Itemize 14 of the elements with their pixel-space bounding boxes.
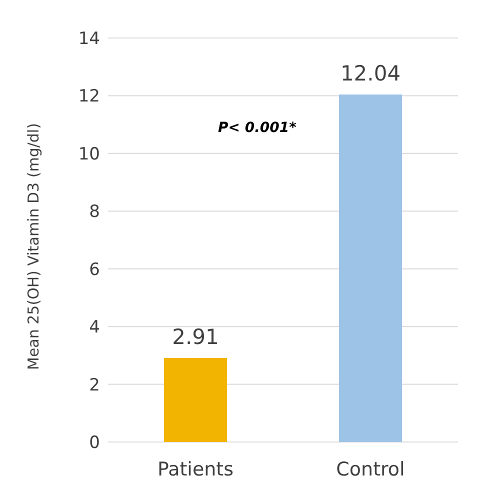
y-tick-label: 2 (89, 375, 100, 396)
annotation: P< 0.001* (218, 120, 296, 136)
data-label: 2.91 (172, 325, 219, 350)
y-tick-label: 12 (78, 86, 100, 107)
x-tick-label: Control (336, 458, 405, 480)
y-tick-label: 0 (89, 433, 100, 454)
y-tick-label: 14 (78, 29, 100, 50)
y-tick-label: 10 (78, 144, 100, 164)
y-tick-label: 8 (89, 202, 100, 222)
x-tick-label: Patients (157, 458, 234, 480)
data-label: 12.04 (340, 62, 401, 86)
y-axis-title: Mean 25(OH) Vitamin D3 (mg/dl) (24, 123, 42, 370)
y-tick-label: 6 (89, 260, 100, 280)
y-tick-label: 4 (89, 318, 100, 338)
